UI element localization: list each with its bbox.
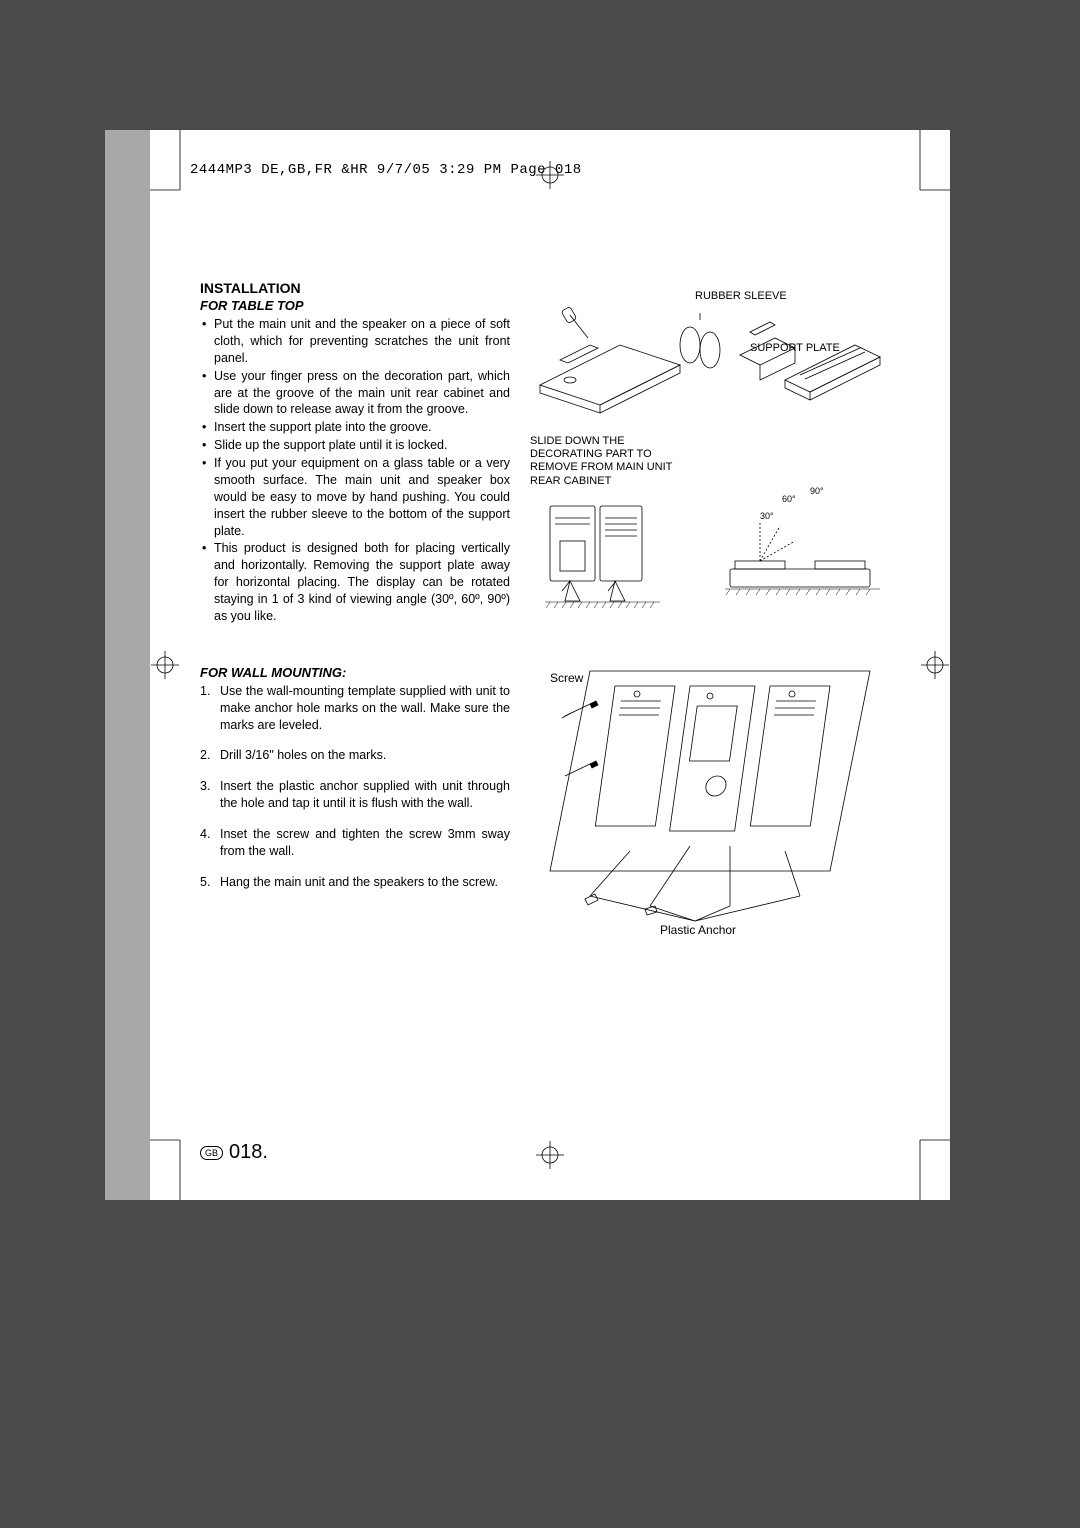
list-item: Hang the main unit and the speakers to t… xyxy=(220,874,510,891)
lang-badge: GB xyxy=(200,1146,223,1160)
label-anchor: Plastic Anchor xyxy=(660,923,736,937)
label-support-plate: SUPPORT PLATE xyxy=(750,342,840,355)
list-item: Insert the support plate into the groove… xyxy=(214,419,510,436)
list-item: Drill 3/16" holes on the marks. xyxy=(220,747,510,764)
angle-30: 30° xyxy=(760,511,774,522)
left-column: INSTALLATION FOR TABLE TOP Put the main … xyxy=(200,280,510,905)
print-header: 2444MP3 DE,GB,FR &HR 9/7/05 3:29 PM Page… xyxy=(190,162,582,178)
list-item: Slide up the support plate until it is l… xyxy=(214,437,510,454)
label-rubber-sleeve: RUBBER SLEEVE xyxy=(695,290,787,303)
section-title: INSTALLATION xyxy=(200,280,510,296)
list-item: Use the wall-mounting template supplied … xyxy=(220,683,510,734)
label-screw: Screw xyxy=(550,671,583,685)
list-item: If you put your equipment on a glass tab… xyxy=(214,455,510,539)
list-item: Use your finger press on the decoration … xyxy=(214,368,510,419)
list-item: This product is designed both for placin… xyxy=(214,540,510,624)
page-num-text: 018. xyxy=(229,1141,268,1164)
list-item: Insert the plastic anchor supplied with … xyxy=(220,778,510,812)
right-column: RUBBER SLEEVE SUPPORT PLATE SLIDE DOWN T… xyxy=(530,290,890,941)
left-sidebar xyxy=(105,130,150,1200)
tabletop-title: FOR TABLE TOP xyxy=(200,298,510,313)
angle-60: 60° xyxy=(782,494,796,505)
diagram-assembly: RUBBER SLEEVE SUPPORT PLATE xyxy=(530,290,890,430)
angle-90: 90° xyxy=(810,486,824,497)
wall-list: Use the wall-mounting template supplied … xyxy=(200,683,510,891)
page-number: GB 018. xyxy=(200,1141,268,1164)
list-item: Put the main unit and the speaker on a p… xyxy=(214,316,510,367)
label-slide-down: SLIDE DOWN THE DECORATING PART TO REMOVE… xyxy=(530,435,700,488)
list-item: Inset the screw and tighten the screw 3m… xyxy=(220,826,510,860)
tabletop-list: Put the main unit and the speaker on a p… xyxy=(200,316,510,625)
diagram-wall-mount: Screw Plastic Anchor xyxy=(530,661,890,941)
diagram-angles: 30° 60° 90° xyxy=(530,496,890,611)
wall-title: FOR WALL MOUNTING: xyxy=(200,665,510,680)
page: 2444MP3 DE,GB,FR &HR 9/7/05 3:29 PM Page… xyxy=(150,130,950,1200)
